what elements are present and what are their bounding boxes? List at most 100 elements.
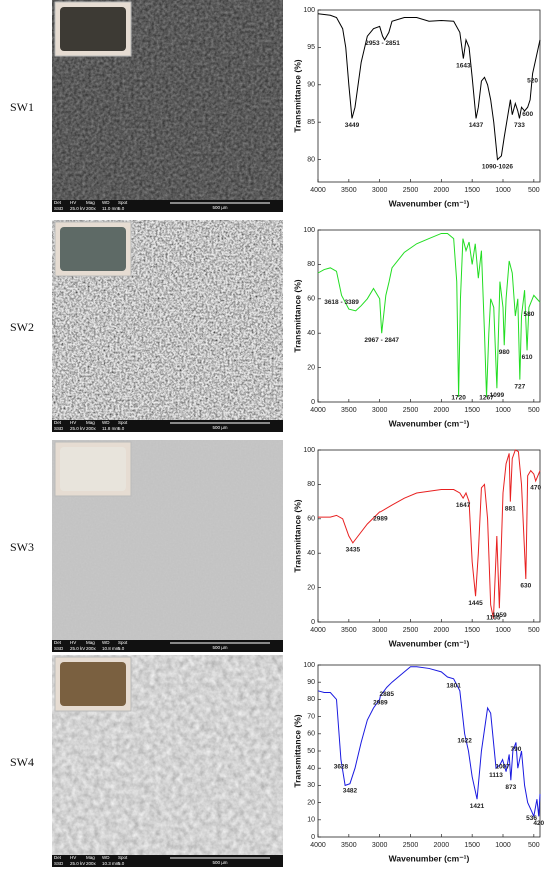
peak-label: 2885 xyxy=(380,691,395,698)
x-tick-label: 500 xyxy=(528,187,540,194)
peak-label: 3628 xyxy=(334,763,349,770)
sem-value: 25.0 kV xyxy=(70,426,85,431)
sem-header: Spot xyxy=(118,640,128,645)
x-tick-label: 4000 xyxy=(310,842,326,849)
peak-label: 536 xyxy=(526,815,537,822)
row-label: SW2 xyxy=(10,320,34,334)
spectrum-line xyxy=(317,666,541,819)
sem-header: Det xyxy=(54,200,62,205)
x-tick-label: 3500 xyxy=(341,407,357,414)
sem-value: SSD xyxy=(54,646,64,651)
sem-header: Det xyxy=(54,855,62,860)
x-axis-label: Wavenumber (cm⁻¹) xyxy=(389,853,470,863)
x-tick-label: 1500 xyxy=(464,842,480,849)
peak-label: 1155 xyxy=(486,615,500,622)
peak-label: 1720 xyxy=(451,395,466,402)
y-tick-label: 20 xyxy=(307,364,315,371)
sem-header: HV xyxy=(70,420,76,425)
sem-header: WD xyxy=(102,855,110,860)
photo-inset xyxy=(60,662,126,706)
peak-label: 1647 xyxy=(456,502,471,509)
sem-value: 200x xyxy=(86,861,97,866)
peak-label: 3618 - 3389 xyxy=(324,299,359,306)
peak-label: 1007 xyxy=(495,763,510,770)
sem-header: HV xyxy=(70,855,76,860)
sem-header: HV xyxy=(70,640,76,645)
sem-value: SSD xyxy=(54,861,64,866)
y-tick-label: 100 xyxy=(303,7,315,14)
y-axis-label: Transmittance (%) xyxy=(292,59,302,132)
y-tick-label: 100 xyxy=(303,227,315,234)
plot-frame xyxy=(317,9,541,183)
sem-header: Det xyxy=(54,640,62,645)
peak-label: 1437 xyxy=(469,122,484,129)
sem-value: 11.0 mm xyxy=(102,206,119,211)
plot-frame xyxy=(317,664,541,838)
x-tick-label: 4000 xyxy=(310,407,326,414)
peak-label: 1113 xyxy=(489,772,503,779)
peak-label: 600 xyxy=(522,111,533,118)
sem-header: Det xyxy=(54,420,62,425)
x-axis-label: Wavenumber (cm⁻¹) xyxy=(389,418,470,428)
y-tick-label: 20 xyxy=(307,799,315,806)
sem-header: Spot xyxy=(118,200,128,205)
sem-value: SSD xyxy=(54,426,64,431)
peak-label: 2953 - 2851 xyxy=(365,40,400,47)
peak-label: 3435 xyxy=(346,547,361,554)
sem-value: 11.8 mm xyxy=(102,426,119,431)
y-axis-label: Transmittance (%) xyxy=(292,499,302,572)
sem-header: WD xyxy=(102,420,110,425)
peak-label: 3482 xyxy=(343,787,358,794)
y-tick-label: 100 xyxy=(303,662,315,669)
x-tick-label: 2500 xyxy=(403,407,419,414)
y-tick-label: 85 xyxy=(307,119,315,126)
x-tick-label: 4000 xyxy=(310,627,326,634)
peak-label: 790 xyxy=(511,746,522,753)
x-tick-label: 1000 xyxy=(495,627,511,634)
x-tick-label: 4000 xyxy=(310,187,326,194)
scale-label: 500 µm xyxy=(212,860,227,865)
sem-header: WD xyxy=(102,200,110,205)
peak-label: 2967 - 2847 xyxy=(364,337,399,344)
x-tick-label: 3500 xyxy=(341,842,357,849)
peak-label: 1643 xyxy=(456,62,471,69)
sem-header: Spot xyxy=(118,420,128,425)
sem-header: Mag xyxy=(86,855,95,860)
sem-header: Mag xyxy=(86,420,95,425)
sem-header: Mag xyxy=(86,200,95,205)
x-tick-label: 2000 xyxy=(434,187,450,194)
peak-label: 727 xyxy=(514,383,525,390)
x-tick-label: 3000 xyxy=(372,842,388,849)
x-tick-label: 2500 xyxy=(403,627,419,634)
y-tick-label: 30 xyxy=(307,782,315,789)
y-tick-label: 100 xyxy=(303,447,315,454)
y-tick-label: 10 xyxy=(307,817,315,824)
y-tick-label: 40 xyxy=(307,550,315,557)
x-tick-label: 2000 xyxy=(434,842,450,849)
x-tick-label: 500 xyxy=(528,407,540,414)
peak-label: 2989 xyxy=(373,516,388,523)
x-axis-label: Wavenumber (cm⁻¹) xyxy=(389,638,470,648)
sem-value: 5.0 xyxy=(118,861,125,866)
peak-label: 1099 xyxy=(490,392,505,399)
row-label: SW3 xyxy=(10,540,34,554)
photo-inset xyxy=(60,7,126,51)
y-tick-label: 80 xyxy=(307,696,315,703)
sem-header: HV xyxy=(70,200,76,205)
y-tick-label: 80 xyxy=(307,156,315,163)
row-label: SW1 xyxy=(10,100,34,114)
peak-label: 520 xyxy=(527,77,538,84)
plot-frame xyxy=(317,229,541,403)
y-axis-label: Transmittance (%) xyxy=(292,714,302,787)
sem-value: 25.0 kV xyxy=(70,861,85,866)
sem-value: 25.0 kV xyxy=(70,206,85,211)
peak-label: 873 xyxy=(505,784,516,791)
peak-label: 881 xyxy=(505,505,516,512)
x-tick-label: 2500 xyxy=(403,842,419,849)
sem-header: Mag xyxy=(86,640,95,645)
photo-inset xyxy=(60,227,126,271)
x-tick-label: 3000 xyxy=(372,627,388,634)
x-tick-label: 1000 xyxy=(495,842,511,849)
x-axis-label: Wavenumber (cm⁻¹) xyxy=(389,198,470,208)
